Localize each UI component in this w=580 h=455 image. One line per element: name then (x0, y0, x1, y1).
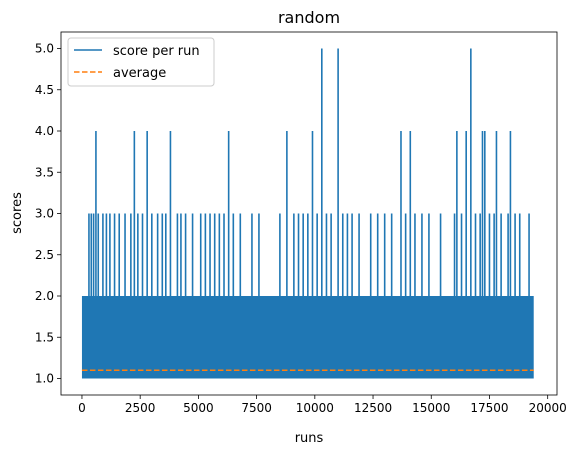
legend: score per run average (67, 37, 215, 87)
x-tick-label: 17500 (470, 401, 508, 415)
y-tick-label: 3.5 (35, 165, 54, 179)
y-tick-label: 3.0 (35, 207, 54, 221)
x-tick-label: 2500 (125, 401, 156, 415)
y-axis: 1.0 1.5 2.0 2.5 3.0 3.5 4.0 4.5 5.0 (35, 42, 61, 386)
y-axis-label: scores (10, 192, 25, 234)
y-tick-label: 5.0 (35, 42, 54, 56)
x-tick-label: 10000 (296, 401, 334, 415)
x-tick-label: 0 (78, 401, 86, 415)
x-tick-label: 5000 (183, 401, 214, 415)
x-tick-label: 15000 (412, 401, 450, 415)
x-tick-label: 20000 (529, 401, 567, 415)
y-tick-label: 1.5 (35, 330, 54, 344)
y-tick-label: 4.0 (35, 124, 54, 138)
legend-label-score-per-run: score per run (113, 44, 200, 59)
x-axis-label: runs (295, 431, 324, 446)
series-band-score-per-run (81, 296, 534, 379)
y-tick-label: 1.0 (35, 372, 54, 386)
legend-box (67, 37, 215, 87)
chart-title: random (278, 8, 340, 27)
y-tick-label: 2.0 (35, 289, 54, 303)
x-tick-label: 12500 (354, 401, 392, 415)
plot-area (81, 48, 534, 379)
x-tick-label: 7500 (241, 401, 272, 415)
x-axis: 0 2500 5000 7500 10000 12500 15000 17500 20000 (78, 395, 567, 415)
y-tick-label: 2.5 (35, 248, 54, 262)
legend-label-average: average (113, 66, 166, 81)
y-tick-label: 4.5 (35, 83, 54, 97)
